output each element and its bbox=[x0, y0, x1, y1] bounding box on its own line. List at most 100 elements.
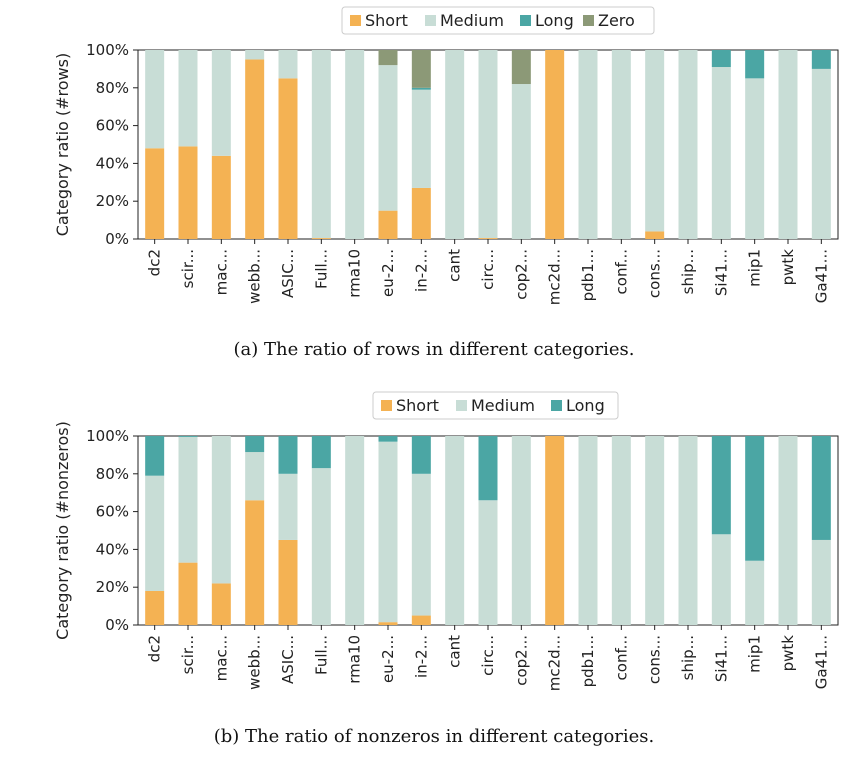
y-tick-label: 100% bbox=[86, 427, 129, 445]
bar-segment-medium bbox=[478, 50, 498, 239]
x-tick-label: pdb1... bbox=[579, 635, 597, 687]
bar-segment-medium bbox=[245, 50, 265, 60]
bar-segment-medium bbox=[811, 68, 831, 240]
x-tick-label: Si41... bbox=[712, 249, 730, 296]
bar-segment-medium bbox=[345, 50, 365, 239]
bar-segment-medium bbox=[811, 539, 831, 625]
bar-segment-zero bbox=[378, 50, 398, 66]
y-tick-label: 80% bbox=[96, 465, 129, 483]
bar-segment-medium bbox=[411, 473, 431, 616]
x-tick-label: ship... bbox=[679, 635, 697, 680]
x-tick-label: Ga41... bbox=[812, 249, 830, 303]
bar-segment-medium bbox=[578, 50, 598, 239]
bar-segment-long bbox=[711, 436, 731, 535]
x-tick-label: mip1 bbox=[746, 249, 764, 287]
x-tick-label: pwtk bbox=[779, 249, 797, 286]
bar-segment-short bbox=[145, 590, 165, 625]
bar-segment-medium bbox=[711, 534, 731, 625]
bar-segment-long bbox=[711, 50, 731, 68]
bar-segment-short bbox=[145, 148, 165, 239]
bar-segment-medium bbox=[678, 436, 698, 625]
bar-segment-medium bbox=[611, 436, 631, 625]
legend-swatch-medium bbox=[425, 15, 436, 26]
legend-swatch-long bbox=[520, 15, 531, 26]
bar-segment-medium bbox=[445, 436, 465, 625]
x-tick-label: pdb1... bbox=[579, 249, 597, 301]
y-axis-label: Category ratio (#nonzeros) bbox=[53, 421, 72, 640]
x-tick-label: cons... bbox=[646, 249, 664, 298]
bar-segment-medium bbox=[511, 84, 531, 240]
bar-segment-long bbox=[811, 436, 831, 540]
legend-label-short: Short bbox=[396, 396, 439, 415]
bar-segment-medium bbox=[711, 67, 731, 239]
bar-segment-long bbox=[178, 436, 198, 437]
figure-caption: (a) The ratio of rows in different categ… bbox=[233, 339, 634, 360]
bar-segment-medium bbox=[778, 50, 798, 239]
bar-segment-long bbox=[745, 436, 765, 561]
x-tick-label: circ... bbox=[479, 249, 497, 290]
bar-segment-long bbox=[745, 50, 765, 79]
x-tick-label: cant bbox=[446, 249, 464, 282]
x-tick-label: Full... bbox=[312, 249, 330, 289]
bar-segment-medium bbox=[611, 50, 631, 239]
bar-segment-long bbox=[378, 436, 398, 442]
bar-segment-short bbox=[545, 50, 565, 239]
x-tick-label: Full... bbox=[312, 635, 330, 675]
legend-swatch-short bbox=[381, 400, 392, 411]
chart-panel-b: dc2 scir... mac... webb... ASIC... Full... rma… bbox=[53, 391, 839, 747]
bar-segment-medium bbox=[178, 436, 198, 563]
bar-segment-medium bbox=[278, 473, 298, 540]
x-tick-label: rma10 bbox=[346, 635, 364, 684]
x-tick-label: rma10 bbox=[346, 249, 364, 298]
bar-segment-zero bbox=[511, 50, 531, 85]
bar-segment-medium bbox=[211, 50, 231, 156]
bar-segment-medium bbox=[345, 436, 365, 625]
y-tick-label: 40% bbox=[96, 154, 129, 172]
bar-segment-medium bbox=[178, 50, 198, 147]
x-tick-label: mac... bbox=[212, 249, 230, 295]
y-tick-label: 60% bbox=[96, 117, 129, 135]
bar-segment-medium bbox=[678, 50, 698, 239]
x-tick-label: dc2 bbox=[146, 249, 164, 276]
bar-segment-short bbox=[378, 210, 398, 239]
legend-label-zero: Zero bbox=[598, 11, 635, 30]
bar-segment-medium bbox=[378, 441, 398, 623]
bar-segment-long bbox=[411, 87, 431, 90]
legend-swatch-medium bbox=[456, 400, 467, 411]
x-tick-label: conf... bbox=[612, 635, 630, 680]
bar-segment-short bbox=[178, 562, 198, 625]
x-tick-label: mac... bbox=[212, 635, 230, 681]
bar-segment-short bbox=[278, 78, 298, 239]
bar-segment-long bbox=[245, 436, 265, 453]
x-tick-label: webb... bbox=[246, 249, 264, 304]
bar-segment-short bbox=[478, 238, 498, 239]
x-tick-label: in-2... bbox=[412, 249, 430, 292]
bar-segment-medium bbox=[445, 50, 465, 239]
x-tick-label: cop2... bbox=[512, 249, 530, 300]
bar-segment-medium bbox=[311, 50, 331, 239]
bar-segment-short bbox=[411, 615, 431, 625]
bar-segment-medium bbox=[311, 468, 331, 625]
bar-segment-medium bbox=[645, 436, 665, 625]
y-tick-label: 40% bbox=[96, 540, 129, 558]
x-tick-label: Si41... bbox=[712, 635, 730, 682]
bar-segment-long bbox=[411, 436, 431, 474]
figure-caption: (b) The ratio of nonzeros in different c… bbox=[214, 726, 655, 747]
bar-segment-medium bbox=[245, 452, 265, 501]
bar-segment-medium bbox=[745, 78, 765, 239]
bar-segment-medium bbox=[478, 500, 498, 625]
bar-segment-short bbox=[545, 436, 565, 625]
x-tick-label: ship... bbox=[679, 249, 697, 294]
x-tick-label: Ga41... bbox=[812, 635, 830, 689]
x-tick-label: cons... bbox=[646, 635, 664, 684]
bar-segment-medium bbox=[578, 436, 598, 625]
bar-segment-short bbox=[311, 238, 331, 239]
bar-segment-medium bbox=[745, 560, 765, 625]
x-tick-label: circ... bbox=[479, 635, 497, 676]
y-tick-label: 100% bbox=[86, 41, 129, 59]
x-tick-label: cop2... bbox=[512, 635, 530, 686]
chart-panel-a: dc2 scir... mac... webb... ASIC... Full... rma… bbox=[53, 6, 839, 360]
legend-swatch-zero bbox=[583, 15, 594, 26]
x-tick-label: dc2 bbox=[146, 635, 164, 662]
